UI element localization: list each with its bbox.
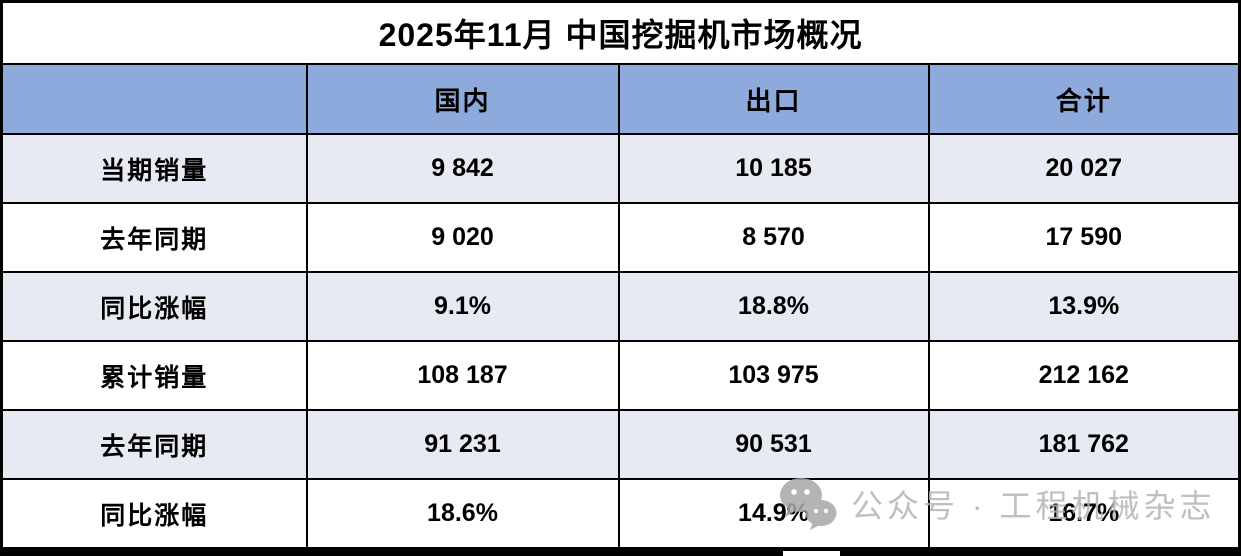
table-title: 2025年11月 中国挖掘机市场概况: [0, 0, 1241, 65]
row-label: 同比涨幅: [0, 271, 308, 342]
header-cell-total: 合计: [927, 63, 1241, 135]
cell-domestic: 9.1%: [305, 271, 620, 342]
cell-total: 16.7%: [927, 478, 1241, 553]
row-label: 累计销量: [0, 340, 308, 411]
cell-domestic: 91 231: [305, 409, 620, 480]
cell-export: 90 531: [617, 409, 930, 480]
row-label: 当期销量: [0, 133, 308, 204]
cell-export: 8 570: [617, 202, 930, 273]
row-label: 同比涨幅: [0, 478, 308, 553]
header-cell-export: 出口: [617, 63, 930, 135]
cell-export: 10 185: [617, 133, 930, 204]
cell-export: 18.8%: [617, 271, 930, 342]
cell-domestic: 18.6%: [305, 478, 620, 553]
table-row: 累计销量 108 187 103 975 212 162: [0, 340, 1241, 411]
cell-total: 13.9%: [927, 271, 1241, 342]
table-header-row: 国内 出口 合计: [0, 63, 1241, 135]
cell-export: 103 975: [617, 340, 930, 411]
table-row: 当期销量 9 842 10 185 20 027: [0, 133, 1241, 204]
table-row: 同比涨幅 9.1% 18.8% 13.9%: [0, 271, 1241, 342]
cell-total: 212 162: [927, 340, 1241, 411]
table-row: 去年同期 91 231 90 531 181 762: [0, 409, 1241, 480]
cell-domestic: 9 842: [305, 133, 620, 204]
header-cell-blank: [0, 63, 308, 135]
cell-total: 181 762: [927, 409, 1241, 480]
cell-domestic: 9 020: [305, 202, 620, 273]
table-title-row: 2025年11月 中国挖掘机市场概况: [0, 0, 1241, 65]
table-row: 同比涨幅 18.6% 14.9% 16.7%: [0, 478, 1241, 553]
row-label: 去年同期: [0, 202, 308, 273]
cell-domestic: 108 187: [305, 340, 620, 411]
cell-total: 20 027: [927, 133, 1241, 204]
table-row: 去年同期 9 020 8 570 17 590: [0, 202, 1241, 273]
cell-export: 14.9%: [617, 478, 930, 553]
header-cell-domestic: 国内: [305, 63, 620, 135]
row-label: 去年同期: [0, 409, 308, 480]
cell-total: 17 590: [927, 202, 1241, 273]
border-notch: [783, 551, 840, 556]
